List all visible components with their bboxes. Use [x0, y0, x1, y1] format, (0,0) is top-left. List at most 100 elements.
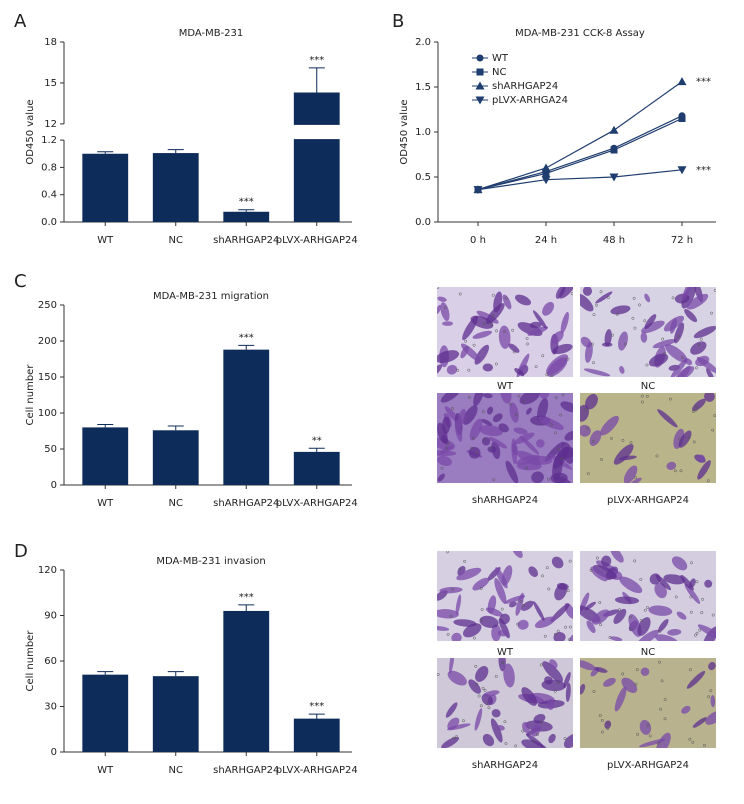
cell	[468, 679, 481, 694]
pore	[629, 627, 633, 631]
axis-break	[70, 124, 352, 140]
pore	[547, 477, 551, 481]
cell	[494, 578, 507, 604]
micrograph	[580, 287, 716, 377]
line	[477, 81, 683, 191]
cell	[559, 287, 573, 299]
cell	[511, 444, 518, 456]
pore	[713, 288, 716, 292]
pore	[462, 719, 465, 723]
micrograph	[580, 551, 716, 641]
cell	[690, 341, 707, 355]
pore	[563, 737, 567, 740]
cell	[504, 595, 526, 604]
pore	[631, 316, 635, 320]
pore	[621, 672, 625, 676]
pore	[543, 634, 547, 638]
pore	[590, 342, 594, 346]
cell	[529, 321, 542, 329]
significance: ***	[309, 55, 324, 66]
cell	[610, 636, 623, 641]
panel-label: C	[14, 271, 27, 292]
cell	[652, 339, 676, 349]
pore	[656, 741, 660, 745]
pore	[437, 287, 440, 290]
y-tick-label: 150	[38, 372, 57, 383]
chart-title: MDA-MB-231 invasion	[156, 556, 265, 567]
pore	[470, 446, 474, 450]
pore	[640, 394, 644, 398]
cell	[580, 293, 594, 312]
pore	[445, 551, 449, 554]
cell	[676, 365, 691, 377]
cell	[680, 574, 694, 591]
x-tick-label: WT	[97, 765, 114, 776]
error-bar	[308, 447, 325, 452]
line	[477, 169, 683, 191]
error-bar	[238, 209, 255, 212]
cell	[655, 732, 671, 748]
pore	[547, 587, 551, 591]
pore	[549, 423, 553, 427]
cell	[705, 710, 716, 725]
bar	[152, 153, 199, 222]
bar	[293, 92, 340, 222]
micrograph-label: pLVX-ARHGAP24	[607, 760, 689, 771]
pore	[610, 437, 613, 440]
pore	[556, 681, 560, 685]
cell	[630, 477, 642, 483]
cell	[532, 310, 547, 329]
cell	[654, 634, 679, 641]
cell	[488, 436, 508, 449]
pore	[663, 351, 667, 355]
pore	[467, 395, 471, 399]
cell	[446, 723, 471, 731]
x-tick-label: NC	[169, 235, 183, 246]
error-bar	[308, 67, 325, 93]
pore	[566, 357, 570, 361]
pore	[700, 611, 704, 614]
cell	[697, 460, 711, 480]
cell	[521, 687, 538, 706]
pore	[485, 702, 489, 706]
cell	[513, 427, 528, 435]
pore	[517, 394, 521, 398]
chart-title: MDA-MB-231	[179, 28, 244, 39]
pore	[673, 469, 677, 473]
y-tick-label: 1.5	[415, 82, 431, 93]
pore	[584, 408, 588, 411]
cell	[551, 556, 564, 569]
cell	[658, 619, 669, 632]
y-tick-label: 0.5	[415, 172, 431, 183]
cell	[500, 393, 512, 404]
pore	[661, 337, 665, 341]
cell	[639, 738, 666, 748]
cell	[637, 629, 660, 641]
error-bar	[238, 604, 255, 611]
micrograph-label: shARHGAP24	[472, 495, 538, 506]
cell	[586, 620, 596, 634]
pore	[663, 698, 667, 702]
bar	[82, 427, 129, 485]
pore	[606, 296, 610, 300]
pore	[458, 292, 462, 296]
bar	[293, 451, 340, 485]
cell	[479, 424, 503, 437]
cell	[619, 365, 625, 374]
pore	[500, 607, 504, 611]
pore	[699, 337, 703, 341]
cell	[446, 364, 458, 375]
pore	[550, 374, 554, 377]
cell	[468, 446, 481, 459]
cell	[487, 406, 494, 415]
cell	[498, 423, 509, 433]
pore	[702, 718, 706, 722]
point	[475, 81, 485, 90]
pore	[480, 618, 483, 622]
cell	[544, 441, 565, 462]
x-tick-label: 72 h	[671, 235, 693, 246]
bar	[152, 430, 199, 485]
pore	[539, 663, 543, 667]
pore	[494, 674, 498, 678]
pore	[589, 568, 593, 572]
